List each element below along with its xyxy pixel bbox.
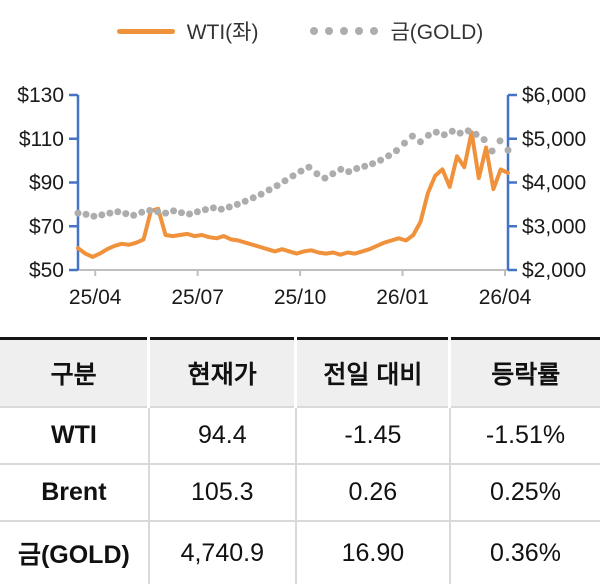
brent-change-rate: 0.25%: [449, 463, 600, 521]
svg-text:$5,000: $5,000: [522, 128, 586, 151]
legend-label-wti: WTI(좌): [186, 21, 259, 44]
table-row-brent: Brent 105.3 0.26 0.25%: [0, 463, 600, 521]
wti-change: -1.45: [295, 406, 451, 464]
table-header-row: 구분 현재가 전일 대비 등락률: [0, 337, 600, 407]
gold-change: 16.90: [295, 520, 451, 584]
legend-label-gold: 금(GOLD): [390, 21, 484, 44]
table-row-wti: WTI 94.4 -1.45 -1.51%: [0, 406, 600, 464]
header-change-rate: 등락률: [449, 337, 600, 407]
header-daily-change: 전일 대비: [295, 337, 452, 407]
svg-text:$2,000: $2,000: [522, 259, 586, 282]
svg-text:26/04: 26/04: [479, 286, 532, 309]
svg-text:$130: $130: [17, 84, 64, 107]
brent-change: 0.26: [295, 463, 451, 521]
gold-name: 금(GOLD): [0, 520, 150, 584]
wti-change-rate: -1.51%: [449, 406, 600, 464]
svg-text:$70: $70: [29, 215, 64, 238]
gold-change-rate: 0.36%: [449, 520, 600, 584]
brent-price: 105.3: [148, 463, 297, 521]
svg-text:$6,000: $6,000: [522, 84, 586, 107]
brent-name: Brent: [0, 463, 150, 521]
svg-text:$110: $110: [19, 128, 64, 151]
legend-item-wti: WTI(좌): [116, 16, 259, 46]
gold-price: 4,740.9: [148, 520, 297, 584]
svg-text:25/04: 25/04: [69, 286, 122, 309]
wti-line-swatch: [116, 28, 175, 34]
header-category: 구분: [0, 337, 151, 407]
svg-text:25/10: 25/10: [274, 286, 327, 309]
quotes-table: 구분 현재가 전일 대비 등락률 WTI 94.4 -1.45 -1.51% B…: [0, 337, 600, 584]
header-current-price: 현재가: [148, 337, 298, 407]
svg-text:$50: $50: [29, 259, 64, 282]
svg-text:26/01: 26/01: [376, 286, 429, 309]
price-chart: $130 $6,000 $110 $5,000 $90 $4,000 $70 $3,000 $5…: [17, 84, 586, 309]
svg-text:$90: $90: [29, 172, 64, 195]
gold-dots-swatch: [310, 27, 379, 35]
chart-legend: WTI(좌) 금(GOLD): [0, 16, 600, 46]
svg-text:$4,000: $4,000: [522, 172, 586, 195]
legend-item-gold: 금(GOLD): [310, 16, 483, 46]
wti-price: 94.4: [148, 406, 297, 464]
svg-text:25/07: 25/07: [171, 286, 224, 309]
table-row-gold: 금(GOLD) 4,740.9 16.90 0.36%: [0, 520, 600, 584]
svg-text:$3,000: $3,000: [522, 215, 586, 238]
wti-name: WTI: [0, 406, 150, 464]
